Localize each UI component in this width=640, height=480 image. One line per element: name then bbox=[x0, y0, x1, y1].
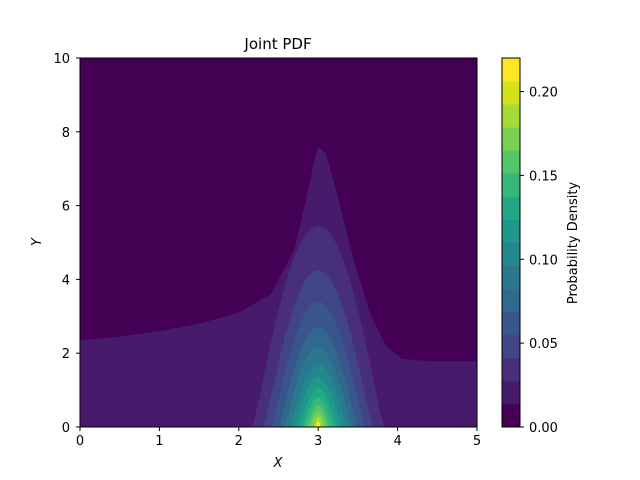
colorbar-tick-label: 0.00 bbox=[529, 421, 558, 436]
contour-fills bbox=[80, 146, 477, 427]
colorbar-swatch bbox=[502, 242, 520, 266]
contour-fill bbox=[315, 421, 321, 427]
x-axis: 0 1 2 3 4 5 bbox=[76, 427, 481, 449]
x-tick-label: 1 bbox=[155, 434, 163, 449]
colorbar-swatch bbox=[502, 357, 520, 382]
plot-area bbox=[79, 57, 478, 428]
colorbar-frame bbox=[501, 57, 521, 428]
colorbar-swatch bbox=[502, 403, 520, 428]
colorbar-tick-label: 0.05 bbox=[529, 337, 558, 352]
colorbar-swatch bbox=[502, 173, 520, 197]
x-tick-label: 4 bbox=[393, 434, 401, 449]
x-tick-label: 2 bbox=[235, 434, 243, 449]
colorbar: 0.00 0.05 0.10 0.15 0.20 bbox=[501, 57, 558, 436]
colorbar-swatch bbox=[502, 127, 520, 151]
y-tick-label: 0 bbox=[62, 421, 70, 436]
colorbar-swatch bbox=[502, 196, 520, 220]
colorbar-tick-label: 0.10 bbox=[529, 253, 558, 268]
y-tick-label: 8 bbox=[62, 126, 70, 141]
plot-frame bbox=[79, 57, 478, 428]
colorbar-swatch bbox=[502, 104, 520, 128]
colorbar-swatch bbox=[502, 150, 520, 174]
colorbar-swatch bbox=[502, 311, 520, 336]
colorbar-swatch bbox=[502, 58, 520, 82]
y-tick-label: 4 bbox=[62, 273, 70, 288]
y-tick-label: 2 bbox=[62, 347, 70, 362]
y-axis-label: Y bbox=[30, 237, 45, 246]
colorbar-label: Probability Density bbox=[566, 182, 581, 305]
chart-title: Joint PDF bbox=[243, 35, 311, 53]
x-axis-label: X bbox=[273, 456, 284, 471]
colorbar-swatch bbox=[502, 265, 520, 290]
colorbar-swatch bbox=[502, 288, 520, 313]
colorbar-tick-label: 0.15 bbox=[529, 169, 558, 184]
colorbar-tick-label: 0.20 bbox=[529, 86, 558, 101]
colorbar-swatch bbox=[502, 219, 520, 243]
colorbar-swatch bbox=[502, 334, 520, 359]
x-tick-label: 5 bbox=[473, 434, 481, 449]
y-tick-label: 10 bbox=[53, 52, 70, 67]
x-tick-label: 0 bbox=[76, 434, 84, 449]
y-axis: 0 2 4 6 8 10 bbox=[53, 52, 80, 436]
contour-fill bbox=[80, 146, 477, 427]
colorbar-swatch bbox=[502, 81, 520, 105]
x-tick-label: 3 bbox=[314, 434, 322, 449]
colorbar-swatch bbox=[502, 380, 520, 405]
y-tick-label: 6 bbox=[62, 200, 70, 215]
